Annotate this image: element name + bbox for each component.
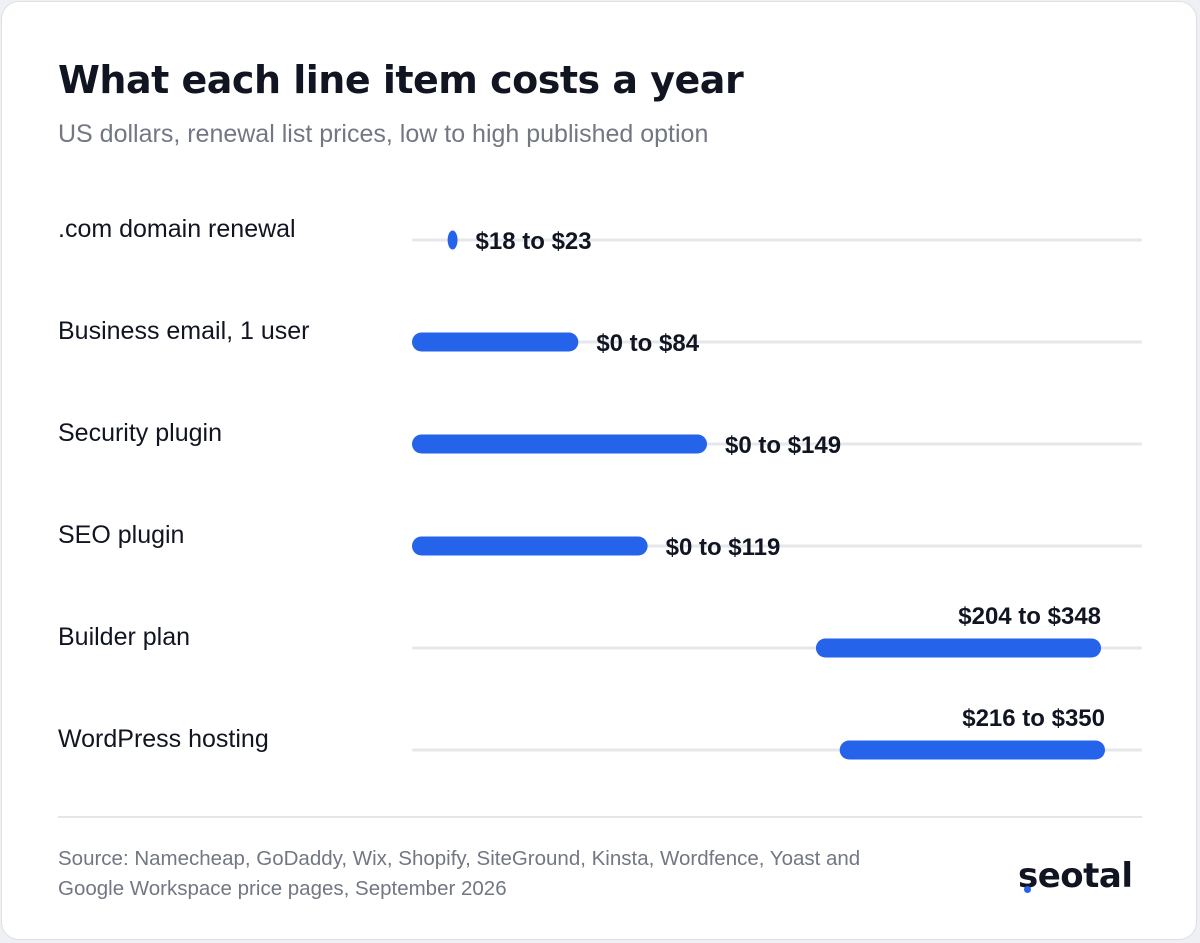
value-label: $204 to $348: [958, 603, 1101, 630]
footer-divider: [58, 816, 1142, 818]
category-label: SEO plugin: [58, 521, 184, 549]
category-label: Builder plan: [58, 623, 190, 651]
chart-subtitle: US dollars, renewal list prices, low to …: [58, 120, 709, 148]
range-bar: [412, 332, 579, 352]
category-label: Security plugin: [58, 419, 222, 447]
brand-logo-dot: [1024, 886, 1031, 893]
bar-track: [412, 238, 1142, 242]
range-bar: [839, 740, 1105, 760]
value-label: $0 to $84: [596, 330, 699, 357]
value-label: $216 to $350: [962, 705, 1105, 732]
value-label: $0 to $119: [666, 534, 781, 561]
range-bar: [412, 536, 648, 556]
chart-title: What each line item costs a year: [58, 58, 744, 102]
category-label: .com domain renewal: [58, 215, 296, 243]
category-label: WordPress hosting: [58, 725, 269, 753]
category-label: Business email, 1 user: [58, 317, 310, 345]
value-label: $0 to $149: [725, 432, 841, 459]
source-note: Source: Namecheap, GoDaddy, Wix, Shopify…: [58, 847, 861, 900]
value-label: $18 to $23: [476, 228, 592, 255]
bar-track: [412, 340, 1142, 344]
range-bar: [412, 434, 708, 454]
brand-logo: seotal: [1018, 856, 1133, 896]
range-bar: [447, 230, 458, 250]
range-bar: [815, 638, 1102, 658]
